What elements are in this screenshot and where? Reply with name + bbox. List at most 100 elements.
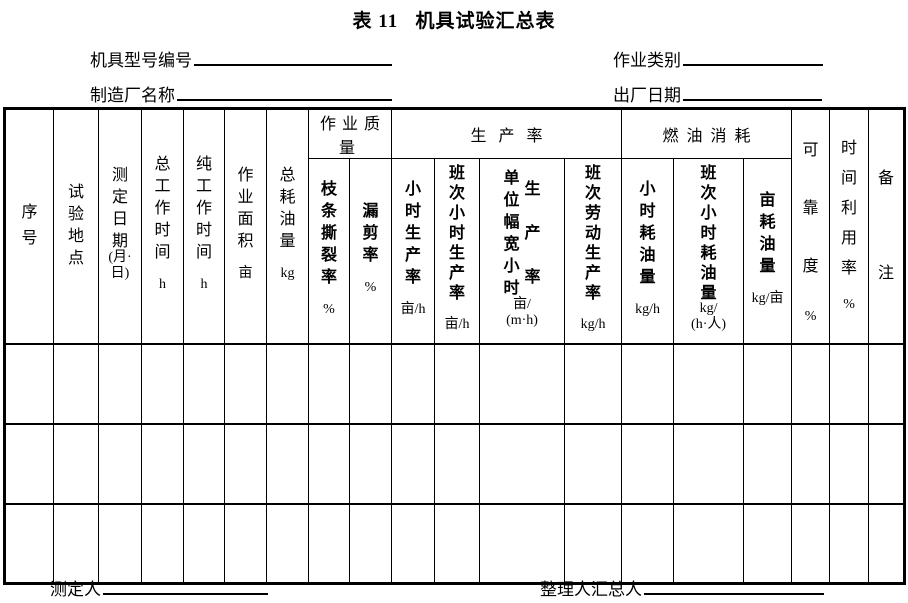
group-productivity: 生产率 [391, 108, 623, 159]
empty-cell [479, 342, 566, 424]
empty-cell [673, 422, 745, 504]
empty-row [4, 502, 906, 584]
empty-cell [564, 422, 623, 504]
col-per-mu-fuel: 亩耗油量 kg/亩 [743, 158, 793, 344]
empty-cell [673, 342, 745, 424]
empty-cell [224, 502, 267, 584]
field-organizer-label: 整理人汇总人 [540, 580, 642, 599]
col-work-area: 作业面积 亩 [224, 108, 267, 344]
empty-cell [391, 342, 436, 424]
empty-cell [391, 422, 436, 504]
field-measurer-blank [103, 576, 268, 595]
field-manufacturer-blank [177, 82, 392, 101]
field-manufacturer-label: 制造厂名称 [90, 86, 175, 105]
empty-cell [266, 422, 309, 504]
col-total-fuel: 总耗油量 kg [266, 108, 309, 344]
empty-cell [4, 502, 54, 584]
empty-cell [141, 422, 184, 504]
group-fuel-consumption: 燃油消耗 [621, 108, 793, 159]
col-serial-number: 序号 [4, 108, 54, 344]
field-measurer-label: 测定人 [50, 580, 101, 599]
empty-cell [266, 502, 309, 584]
empty-cell [183, 502, 225, 584]
col-hourly-fuel: 小时耗油量 kg/h [621, 158, 675, 344]
field-organizer-blank [644, 576, 824, 595]
empty-row [4, 422, 906, 504]
empty-cell [743, 422, 793, 504]
empty-cell [348, 342, 393, 424]
empty-cell [434, 422, 481, 504]
empty-cell [791, 342, 831, 424]
empty-cell [183, 342, 225, 424]
empty-cell [791, 502, 831, 584]
field-factory-date-label: 出厂日期 [613, 86, 681, 105]
empty-cell [53, 422, 99, 504]
col-shift-labor-productivity: 班次劳动生产率 kg/h [564, 158, 623, 344]
empty-cell [743, 342, 793, 424]
empty-cell [266, 342, 309, 424]
empty-cell [829, 502, 870, 584]
field-factory-date: 出厂日期 [613, 81, 822, 106]
empty-cell [53, 502, 99, 584]
col-remarks: 备注 [868, 108, 906, 344]
empty-cell [141, 342, 184, 424]
empty-cell [829, 422, 870, 504]
empty-cell [224, 422, 267, 504]
empty-cell [673, 502, 745, 584]
empty-cell [391, 502, 436, 584]
empty-cell [308, 422, 350, 504]
empty-cell [868, 422, 906, 504]
empty-cell [829, 342, 870, 424]
col-total-work-time: 总工作时间 h [141, 108, 184, 344]
empty-cell [479, 422, 566, 504]
empty-cell [868, 342, 906, 424]
empty-cell [348, 502, 393, 584]
empty-cell [434, 342, 481, 424]
empty-cell [98, 422, 142, 504]
group-work-quality: 作业质量 [307, 108, 393, 159]
col-measure-date: 测定日期 (月· 日) [98, 108, 142, 344]
empty-cell [98, 342, 142, 424]
empty-cell [4, 342, 54, 424]
empty-cell [564, 342, 623, 424]
empty-cell [743, 502, 793, 584]
col-reliability: 可靠度 % [791, 108, 831, 344]
field-category-blank [683, 47, 823, 66]
empty-cell [434, 502, 481, 584]
col-branch-tear-rate: 枝条撕裂率 % [308, 158, 350, 344]
field-model-blank [194, 47, 392, 66]
empty-cell [308, 502, 350, 584]
field-manufacturer: 制造厂名称 [90, 81, 392, 106]
col-hourly-productivity: 小时生产率 亩/h [391, 158, 436, 344]
empty-cell [141, 502, 184, 584]
empty-cell [621, 502, 675, 584]
empty-cell [621, 422, 675, 504]
summary-table: 序号 试验地点 测定日期 (月· 日) 总工作时间 h 纯工作时间 h [3, 107, 907, 585]
empty-cell [4, 422, 54, 504]
field-measurer: 测定人 [50, 575, 268, 600]
table-body [4, 342, 906, 584]
field-factory-date-blank [683, 82, 822, 101]
col-shift-hourly-productivity: 班次小时生产率 亩/h [434, 158, 481, 344]
page-title: 表 11 机具试验汇总表 [352, 11, 556, 32]
col-shift-hourly-fuel: 班次小时耗油量 kg/ (h·人) [673, 158, 745, 344]
empty-cell [479, 502, 566, 584]
field-model: 机具型号编号 [90, 46, 392, 71]
empty-cell [348, 422, 393, 504]
empty-cell [53, 342, 99, 424]
field-category: 作业类别 [613, 46, 823, 71]
empty-cell [868, 502, 906, 584]
empty-cell [308, 342, 350, 424]
empty-cell [224, 342, 267, 424]
field-category-label: 作业类别 [613, 51, 681, 70]
field-model-label: 机具型号编号 [90, 51, 192, 70]
col-test-location: 试验地点 [53, 108, 99, 344]
col-net-work-time: 纯工作时间 h [183, 108, 225, 344]
empty-cell [98, 502, 142, 584]
empty-cell [791, 422, 831, 504]
col-unit-width-hourly-productivity: 单位幅宽小时 生产率 亩/ (m·h) [479, 158, 566, 344]
empty-row [4, 342, 906, 424]
empty-cell [564, 502, 623, 584]
empty-cell [183, 422, 225, 504]
